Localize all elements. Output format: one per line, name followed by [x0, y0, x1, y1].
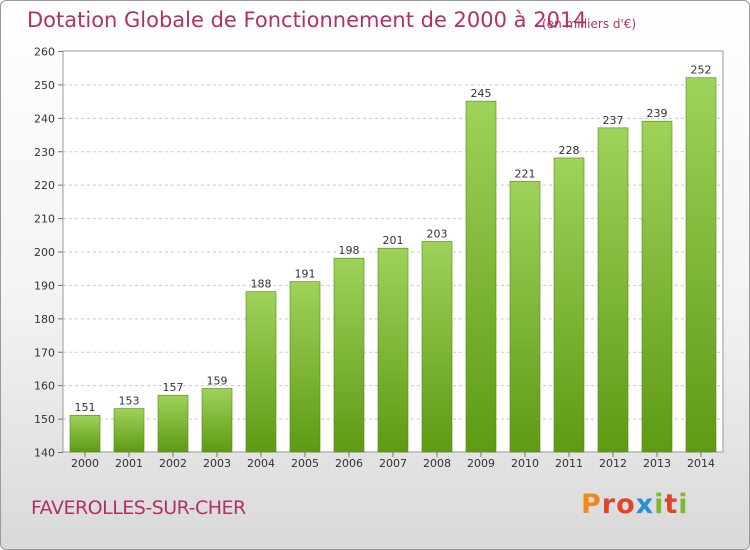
bar-2009: [465, 100, 497, 453]
y-tick-label: 260: [34, 46, 55, 59]
y-tick-label: 160: [34, 380, 55, 393]
x-tick-label-2003: 2003: [203, 457, 231, 470]
y-tick-label: 220: [34, 179, 55, 192]
value-label-2000: 151: [75, 401, 96, 414]
y-tick-label: 230: [34, 146, 55, 159]
logo-letter: P: [581, 489, 602, 520]
bar-2007: [377, 247, 409, 453]
x-tick-label-2000: 2000: [71, 457, 99, 470]
x-tick-label-2005: 2005: [291, 457, 319, 470]
y-tick-label: 240: [34, 112, 55, 125]
value-label-2013: 239: [647, 107, 668, 120]
value-label-2009: 245: [471, 87, 492, 100]
commune-name: FAVEROLLES-SUR-CHER: [31, 497, 246, 519]
bar-2003: [201, 388, 233, 453]
bar-2004: [245, 291, 277, 453]
value-label-2014: 252: [691, 64, 712, 77]
bar-2006: [333, 257, 365, 453]
value-label-2007: 201: [383, 234, 404, 247]
proxiti-logo: Proxiti: [581, 489, 689, 520]
value-label-2003: 159: [207, 375, 228, 388]
y-tick-label: 210: [34, 213, 55, 226]
x-tick-label-2004: 2004: [247, 457, 275, 470]
value-label-2010: 221: [515, 167, 536, 180]
x-tick-label-2007: 2007: [379, 457, 407, 470]
value-label-2006: 198: [339, 244, 360, 257]
x-tick-label-2002: 2002: [159, 457, 187, 470]
y-tick-label: 150: [34, 413, 55, 426]
bar-2010: [509, 181, 541, 453]
y-tick-label: 170: [34, 346, 55, 359]
value-label-2005: 191: [295, 268, 316, 281]
bar-2008: [421, 241, 453, 453]
x-tick-label-2008: 2008: [423, 457, 451, 470]
logo-letter: o: [616, 489, 636, 520]
x-tick-label-2010: 2010: [511, 457, 539, 470]
bar-2000: [69, 414, 101, 453]
logo-letter: x: [635, 489, 655, 520]
bar-2001: [113, 408, 145, 453]
chart-subtitle: (en milliers d'€): [542, 17, 637, 31]
value-label-2004: 188: [251, 278, 272, 291]
bar-2012: [597, 127, 629, 453]
y-tick-label: 190: [34, 279, 55, 292]
value-label-2012: 237: [603, 114, 624, 127]
value-label-2001: 153: [119, 395, 140, 408]
x-tick-label-2011: 2011: [555, 457, 583, 470]
bar-2002: [157, 394, 189, 453]
y-tick-label: 180: [34, 313, 55, 326]
value-label-2011: 228: [559, 144, 580, 157]
value-label-2008: 203: [427, 227, 448, 240]
x-tick-label-2013: 2013: [643, 457, 671, 470]
x-tick-label-2014: 2014: [687, 457, 715, 470]
chart-title: Dotation Globale de Fonctionnement de 20…: [27, 8, 587, 32]
bar-2013: [641, 120, 673, 453]
value-label-2002: 157: [163, 381, 184, 394]
x-tick-label-2009: 2009: [467, 457, 495, 470]
logo-letter: r: [601, 489, 617, 520]
bar-2011: [553, 157, 585, 453]
x-tick-label-2001: 2001: [115, 457, 143, 470]
y-tick-label: 140: [34, 447, 55, 460]
bar-2005: [289, 281, 321, 453]
y-tick-label: 250: [34, 79, 55, 92]
y-tick-label: 200: [34, 246, 55, 259]
x-tick-label-2006: 2006: [335, 457, 363, 470]
bar-2014: [685, 77, 717, 453]
logo-letter: i: [654, 489, 665, 520]
logo-letter: i: [678, 489, 689, 520]
logo-letter: t: [664, 489, 679, 520]
x-tick-label-2012: 2012: [599, 457, 627, 470]
